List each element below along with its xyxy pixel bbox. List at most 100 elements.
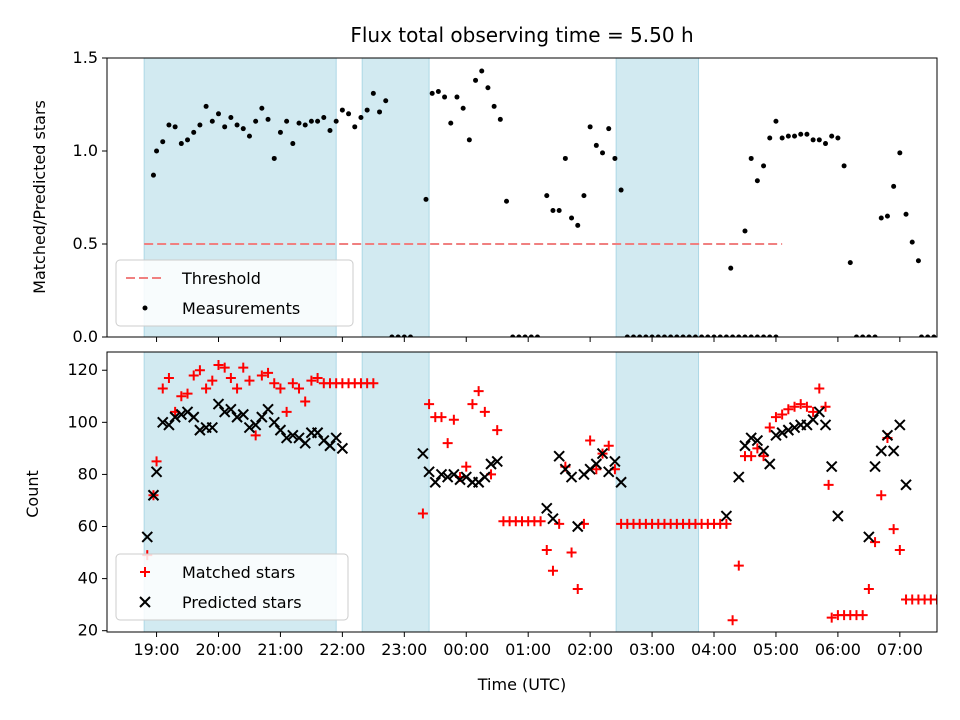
measurement-point [160,139,166,145]
matched-star-point [727,615,738,626]
measurement-point [290,141,296,147]
matched-star-point [585,435,596,446]
measurement-point [197,122,203,128]
matched-star-point [207,375,218,386]
measurement-point [550,208,556,214]
matched-star-point [603,440,614,451]
x-tick-label: 19:00 [133,640,179,659]
matched-star-point [300,396,311,407]
measurement-point [841,163,847,169]
measurement-point [485,85,491,91]
matched-star-point [188,370,199,381]
measurement-point [246,133,252,139]
measurement-point [497,116,503,122]
top-y-axis-label: Matched/Predicted stars [30,100,49,294]
measurement-point [779,135,785,141]
predicted-star-point [435,468,448,481]
measurement-point [816,137,822,143]
matched-star-point [448,414,459,425]
measurement-point [748,334,754,337]
predicted-star-point [572,520,584,533]
matched-star-point [783,404,794,415]
matched-star-point [225,373,236,384]
measurement-point [909,239,915,245]
predicted-star-point [423,466,435,478]
measurement-point [259,105,265,111]
measurement-point [429,90,435,96]
measurement-point [556,208,562,214]
matched-star-point [823,479,834,490]
matched-star-point [789,401,800,412]
predicted-star-point [757,445,770,457]
measurement-point [728,265,734,271]
matched-star-point [368,378,379,389]
measurement-point [466,137,472,143]
measurement-point [711,334,717,337]
predicted-star-point [336,442,349,455]
measurement-point [479,68,485,74]
y-tick-label: 80 [78,464,98,483]
predicted-star-point [596,447,609,460]
predicted-star-point [141,531,153,543]
matched-star-point [888,524,899,535]
measurement-point [804,131,810,137]
measurement-point [544,193,550,199]
measurement-point [730,334,736,337]
matched-star-point [256,370,267,381]
measurement-point [897,150,903,156]
measurement-point [234,122,240,128]
legend-label: Measurements [182,299,300,318]
plot-frame [106,351,938,633]
predicted-star-point [454,473,466,486]
plot-area [141,352,937,632]
top-panel: 0.0 0.5 1.0 1.5 Threshold Measurements [73,48,938,346]
measurement-point [166,122,172,128]
predicted-star-point [813,406,826,418]
measurement-point [401,334,407,337]
legend-matched-swatch [140,567,150,577]
predicted-star-point [739,440,751,452]
x-tick-label: 07:00 [877,640,923,659]
measurement-point [150,172,156,178]
predicted-star-point [887,445,900,457]
predicted-star-point [590,458,603,470]
matched-star-point [151,456,162,467]
matched-star-point [566,547,577,558]
measurement-point [460,105,466,111]
predicted-star-point [869,460,881,473]
measurement-point [370,90,376,96]
measurement-point [878,215,884,221]
predicted-star-point [479,471,491,483]
bottom-y-axis-label: Count [23,470,42,518]
y-tick-label: 60 [78,517,98,536]
matched-star-point [244,375,255,386]
measurement-point [742,228,748,234]
measurement-point [829,133,835,139]
predicted-star-point [218,406,231,418]
predicted-star-point [541,502,553,514]
predicted-star-point [603,466,615,478]
predicted-star-point [262,403,274,416]
matched-star-point [826,612,837,623]
measurement-point [919,334,925,337]
x-tick-label: 22:00 [319,640,365,659]
matched-star-point [808,406,819,417]
matched-star-point [269,378,280,389]
x-axis-label: Time (UTC) [477,675,566,694]
predicted-star-point [776,427,788,439]
predicted-star-point [169,411,181,423]
y-tick-label: 40 [78,569,98,588]
measurement-point [767,135,773,141]
measurement-point [569,215,575,221]
measurement-point [395,334,401,337]
measurement-point [203,103,209,109]
measurement-point [600,150,606,156]
matched-star-point [894,544,905,555]
measurement-point [680,334,686,337]
chart-title: Flux total observing time = 5.50 h [350,23,693,47]
matched-star-point [932,594,937,605]
matched-star-point [194,365,205,376]
measurement-point [423,196,429,202]
measurement-point [473,77,479,83]
